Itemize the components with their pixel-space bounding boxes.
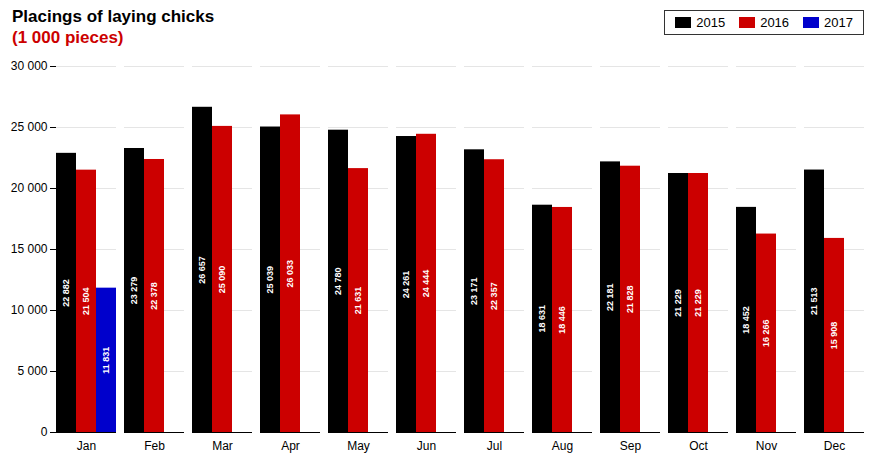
svg-text:0: 0 — [41, 425, 48, 439]
svg-text:Apr: Apr — [281, 439, 300, 453]
svg-text:11 831: 11 831 — [101, 347, 111, 374]
svg-text:Sep: Sep — [620, 439, 642, 453]
svg-text:18 446: 18 446 — [557, 306, 567, 334]
svg-text:21 828: 21 828 — [625, 286, 635, 314]
svg-text:25 090: 25 090 — [217, 266, 227, 294]
svg-text:23 279: 23 279 — [129, 277, 139, 305]
svg-text:22 181: 22 181 — [605, 283, 615, 311]
svg-text:22 378: 22 378 — [149, 282, 159, 310]
svg-text:22 882: 22 882 — [61, 279, 71, 307]
svg-text:24 444: 24 444 — [421, 270, 431, 298]
html-text:2015: 2015 — [696, 15, 726, 30]
html-text:2016: 2016 — [760, 15, 790, 30]
svg-text:21 229: 21 229 — [693, 289, 703, 317]
svg-text:Aug: Aug — [552, 439, 573, 453]
svg-text:Dec: Dec — [824, 439, 845, 453]
svg-text:16 266: 16 266 — [761, 320, 771, 348]
svg-text:Jan: Jan — [77, 439, 96, 453]
svg-text:Oct: Oct — [689, 439, 708, 453]
svg-text:24 261: 24 261 — [401, 271, 411, 299]
svg-text:18 631: 18 631 — [537, 305, 547, 333]
svg-text:Mar: Mar — [212, 439, 233, 453]
html-text:(1 000 pieces): (1 000 pieces) — [12, 28, 124, 47]
svg-text:24 780: 24 780 — [333, 268, 343, 296]
svg-text:5 000: 5 000 — [17, 364, 47, 378]
svg-text:21 229: 21 229 — [673, 289, 683, 317]
svg-text:10 000: 10 000 — [11, 303, 48, 317]
svg-text:21 513: 21 513 — [809, 288, 819, 316]
svg-text:Jun: Jun — [417, 439, 436, 453]
svg-text:Feb: Feb — [144, 439, 165, 453]
svg-text:26 657: 26 657 — [197, 256, 207, 284]
svg-text:18 452: 18 452 — [741, 306, 751, 334]
svg-text:26 033: 26 033 — [285, 260, 295, 288]
svg-text:25 000: 25 000 — [11, 120, 48, 134]
svg-text:May: May — [347, 439, 370, 453]
svg-text:15 908: 15 908 — [829, 322, 839, 350]
svg-text:23 171: 23 171 — [469, 277, 479, 305]
svg-text:21 631: 21 631 — [353, 287, 363, 315]
html-text:2017: 2017 — [824, 15, 853, 30]
svg-text:30 000: 30 000 — [11, 59, 48, 73]
svg-text:22 357: 22 357 — [489, 282, 499, 310]
svg-text:20 000: 20 000 — [11, 181, 48, 195]
svg-text:Jul: Jul — [487, 439, 502, 453]
svg-text:Nov: Nov — [756, 439, 777, 453]
svg-text:21 504: 21 504 — [81, 288, 91, 316]
svg-text:25 039: 25 039 — [265, 266, 275, 294]
html-text:Placings of laying chicks: Placings of laying chicks — [12, 7, 215, 26]
svg-text:15 000: 15 000 — [11, 242, 48, 256]
